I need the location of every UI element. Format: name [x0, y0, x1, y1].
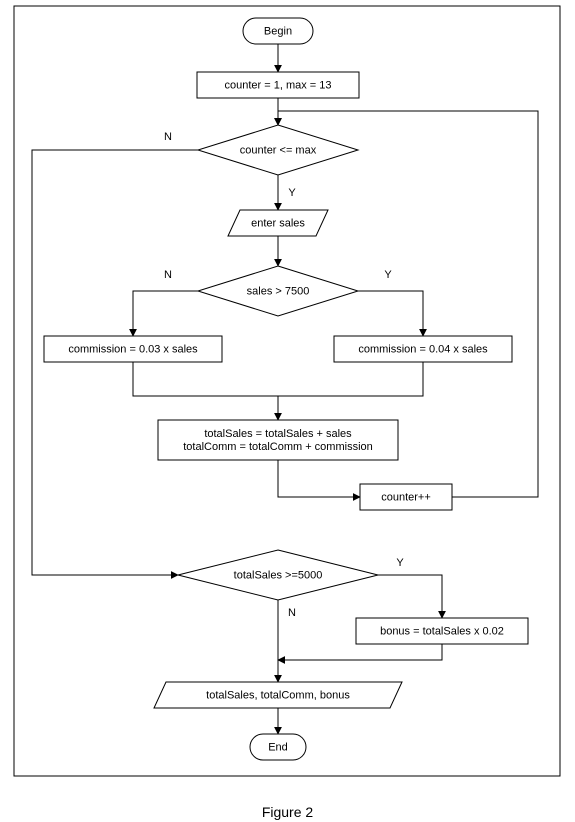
svg-text:bonus = totalSales x 0.02: bonus = totalSales x 0.02 [380, 626, 504, 638]
svg-text:N: N [164, 269, 172, 281]
figure-caption: Figure 2 [0, 792, 575, 820]
svg-text:Y: Y [288, 187, 296, 199]
svg-text:Y: Y [384, 269, 392, 281]
svg-text:sales > 7500: sales > 7500 [247, 286, 310, 298]
svg-text:commission = 0.03 x sales: commission = 0.03 x sales [68, 344, 198, 356]
svg-text:End: End [268, 742, 288, 754]
svg-text:totalSales, totalComm, bonus: totalSales, totalComm, bonus [206, 690, 350, 702]
svg-text:totalComm = totalComm + commis: totalComm = totalComm + commission [183, 441, 373, 453]
figure-container: Y N N Y Y N Begin counter = 1, max = 13 counter … [0, 0, 575, 822]
svg-text:totalSales = totalSales + sale: totalSales = totalSales + sales [204, 428, 352, 440]
svg-text:Y: Y [396, 557, 404, 569]
svg-text:commission = 0.04 x sales: commission = 0.04 x sales [358, 344, 488, 356]
svg-text:Begin: Begin [264, 26, 292, 38]
svg-text:enter sales: enter sales [251, 218, 305, 230]
svg-text:counter = 1, max = 13: counter = 1, max = 13 [224, 80, 331, 92]
svg-text:counter++: counter++ [381, 492, 431, 504]
svg-text:counter <= max: counter <= max [240, 145, 317, 157]
svg-text:totalSales >=5000: totalSales >=5000 [234, 570, 323, 582]
svg-text:N: N [164, 131, 172, 143]
svg-text:N: N [288, 607, 296, 619]
flowchart-svg: Y N N Y Y N Begin counter = 1, max = 13 counter … [0, 0, 575, 792]
